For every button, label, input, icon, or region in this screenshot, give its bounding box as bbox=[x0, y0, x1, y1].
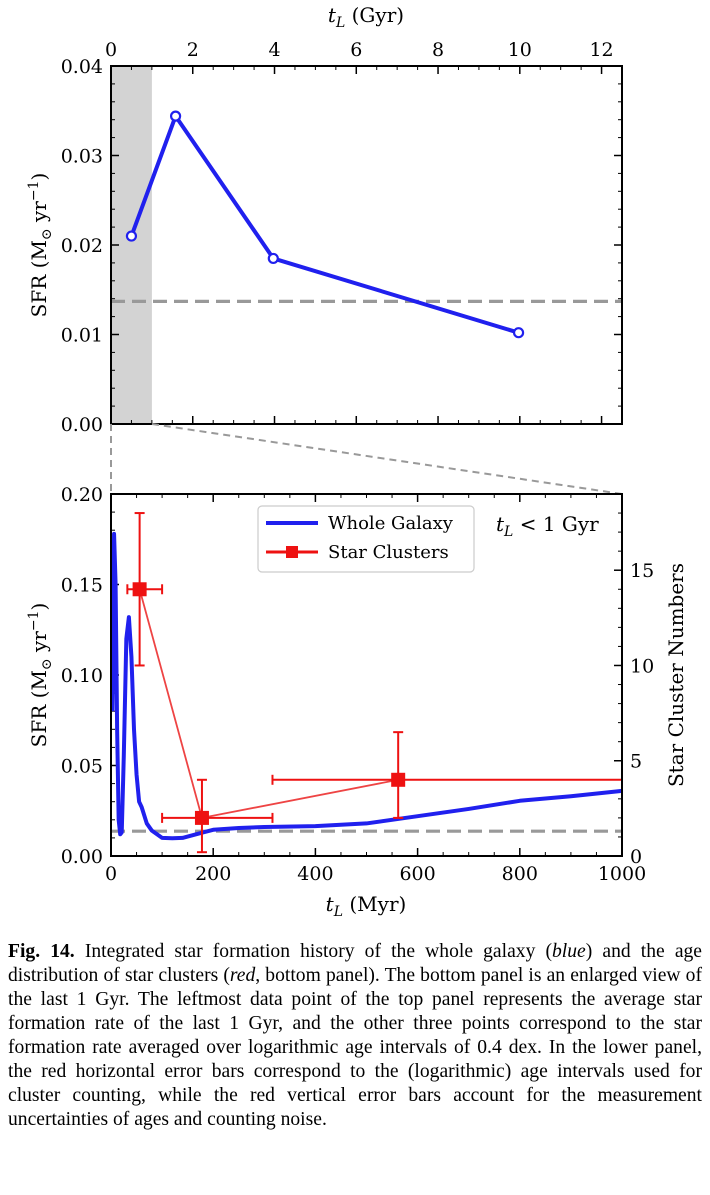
top-x-tick-label: 4 bbox=[268, 39, 280, 61]
bottom-panel: 0 200 400 600 800 1000 0.00 0.05 0.10 0.15 0.20 0… bbox=[26, 484, 688, 920]
bottom-y-tick-label: 0.15 bbox=[61, 575, 103, 597]
top-y-tick-label: 0.04 bbox=[61, 56, 103, 78]
top-y-tick-label: 0.02 bbox=[61, 235, 103, 257]
bottom-y2-tick-label: 0 bbox=[630, 846, 642, 868]
top-x-tick-label: 12 bbox=[589, 39, 613, 61]
caption-part-2: ) and the age distribution of star clust… bbox=[8, 941, 703, 986]
top-data-point bbox=[169, 110, 182, 122]
top-x-tick-labels: 0 2 4 6 8 10 12 bbox=[105, 39, 614, 61]
bottom-y-axis-label: SFR (M⊙ yr−1) bbox=[26, 603, 55, 748]
top-series-line bbox=[129, 114, 520, 335]
bottom-y2-tick-label: 15 bbox=[630, 560, 654, 582]
bottom-y2-tick-label: 10 bbox=[630, 655, 654, 677]
top-y-tick-label: 0.00 bbox=[61, 414, 103, 436]
cluster-data-point bbox=[132, 582, 147, 597]
bottom-x-tick-label: 200 bbox=[195, 863, 231, 885]
caption-part-1: Integrated star formation history of the… bbox=[74, 941, 552, 962]
legend-label-whole-galaxy: Whole Galaxy bbox=[328, 513, 454, 534]
legend-marker-star-clusters bbox=[286, 546, 298, 558]
top-x-tick-label: 8 bbox=[432, 39, 444, 61]
zoom-connector-right bbox=[151, 423, 623, 495]
bottom-x-tick-labels: 0 200 400 600 800 1000 bbox=[105, 863, 646, 885]
top-data-point bbox=[125, 230, 138, 242]
bottom-x-tick-label: 600 bbox=[399, 863, 435, 885]
top-x-tick-label: 6 bbox=[350, 39, 362, 61]
top-data-point bbox=[512, 327, 525, 339]
bottom-y2-tick-label: 5 bbox=[630, 751, 642, 773]
cluster-connect-line bbox=[138, 589, 399, 819]
bottom-y-tick-label: 0.20 bbox=[61, 484, 103, 506]
legend-label-star-clusters: Star Clusters bbox=[328, 542, 449, 563]
top-data-point bbox=[267, 252, 279, 265]
bottom-x-tick-label: 1000 bbox=[598, 863, 646, 885]
caption-blue: blue bbox=[552, 941, 586, 962]
top-x-axis-label: tL (Gyr) bbox=[328, 3, 404, 31]
top-x-tick-label: 2 bbox=[187, 39, 199, 61]
top-x-tick-label: 0 bbox=[105, 39, 117, 61]
top-ticks bbox=[110, 65, 622, 425]
bottom-y-tick-label: 0.10 bbox=[61, 665, 103, 687]
top-y-tick-label: 0.01 bbox=[61, 325, 103, 347]
bottom-y-tick-label: 0.05 bbox=[61, 756, 103, 778]
bottom-y-tick-label: 0.00 bbox=[61, 846, 103, 868]
bottom-y2-axis-label: Star Cluster Numbers bbox=[664, 563, 688, 787]
bottom-x-tick-label: 0 bbox=[105, 863, 117, 885]
top-x-tick-label: 10 bbox=[508, 39, 532, 61]
legend: Whole Galaxy Star Clusters bbox=[257, 505, 475, 573]
cluster-data-point bbox=[194, 810, 209, 825]
bottom-y2-tick-labels: 0 5 10 15 bbox=[630, 560, 654, 868]
bottom-galaxy-line bbox=[110, 531, 623, 841]
bottom-frame bbox=[110, 493, 623, 857]
figure-caption: Fig. 14. Integrated star formation histo… bbox=[8, 940, 702, 1132]
top-panel: 0 2 4 6 8 10 12 0.000.010.020.030.04 tL (Gyr) … bbox=[26, 3, 623, 436]
top-frame bbox=[110, 65, 623, 425]
top-markers bbox=[125, 110, 525, 339]
bottom-annotation: tL < 1 Gyr bbox=[496, 512, 599, 540]
top-y-tick-label: 0.03 bbox=[61, 146, 103, 168]
bottom-x-tick-label: 400 bbox=[297, 863, 333, 885]
caption-red: red bbox=[229, 965, 256, 986]
cluster-data-point bbox=[391, 772, 406, 787]
caption-part-3: , bottom panel). The bottom panel is an … bbox=[8, 965, 702, 1130]
bottom-x-axis-label: tL (Myr) bbox=[326, 892, 407, 920]
bottom-y-tick-labels: 0.00 0.05 0.10 0.15 0.20 bbox=[61, 484, 103, 868]
top-y-axis-label: SFR (M⊙ yr−1) bbox=[26, 173, 55, 318]
bottom-cluster-series bbox=[126, 512, 623, 854]
top-y-tick-labels: 0.00 0.01 0.02 0.03 0.04 bbox=[61, 56, 103, 436]
caption-label: Fig. 14. bbox=[8, 941, 75, 962]
bottom-x-tick-label: 800 bbox=[502, 863, 538, 885]
figure: 0 2 4 6 8 10 12 0.000.010.020.030.04 tL (Gyr) … bbox=[26, 3, 688, 920]
